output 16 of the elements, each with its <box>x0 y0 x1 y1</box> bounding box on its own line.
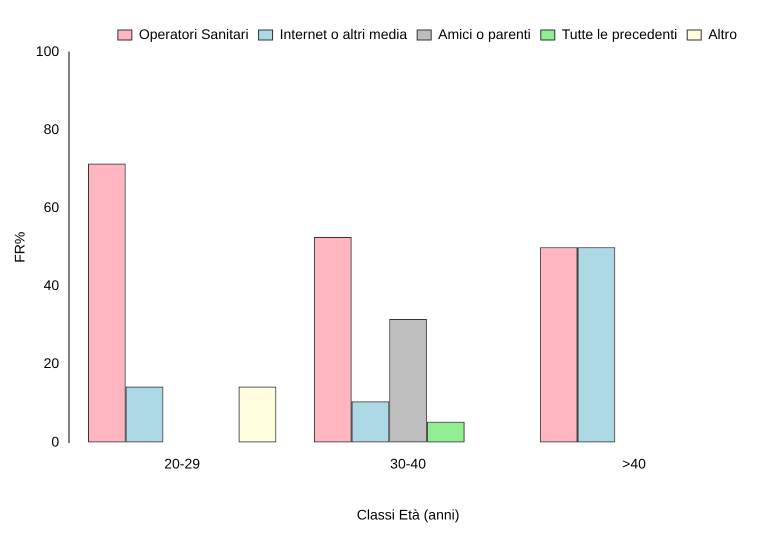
legend-label: Tutte le precedenti <box>562 26 678 42</box>
y-axis-title: FR% <box>11 232 28 263</box>
x-axis-title: Classi Età (anni) <box>356 506 460 522</box>
y-tick-label: 100 <box>36 42 60 59</box>
y-tick-label: 60 <box>44 199 60 216</box>
legend-label: Altro <box>708 26 738 42</box>
y-tick-label: 80 <box>44 120 60 137</box>
legend-label: Operatori Sanitari <box>138 26 249 42</box>
legend-label: Amici o parenti <box>438 26 531 42</box>
y-tick-label: 20 <box>44 355 60 372</box>
x-tick-label: 30-40 <box>390 456 426 472</box>
y-tick-label: 40 <box>44 277 60 294</box>
legend-label: Internet o altri media <box>280 26 408 42</box>
y-tick-label: 0 <box>51 433 60 450</box>
x-tick-label: 20-29 <box>164 456 200 472</box>
x-tick-label: >40 <box>622 456 646 472</box>
